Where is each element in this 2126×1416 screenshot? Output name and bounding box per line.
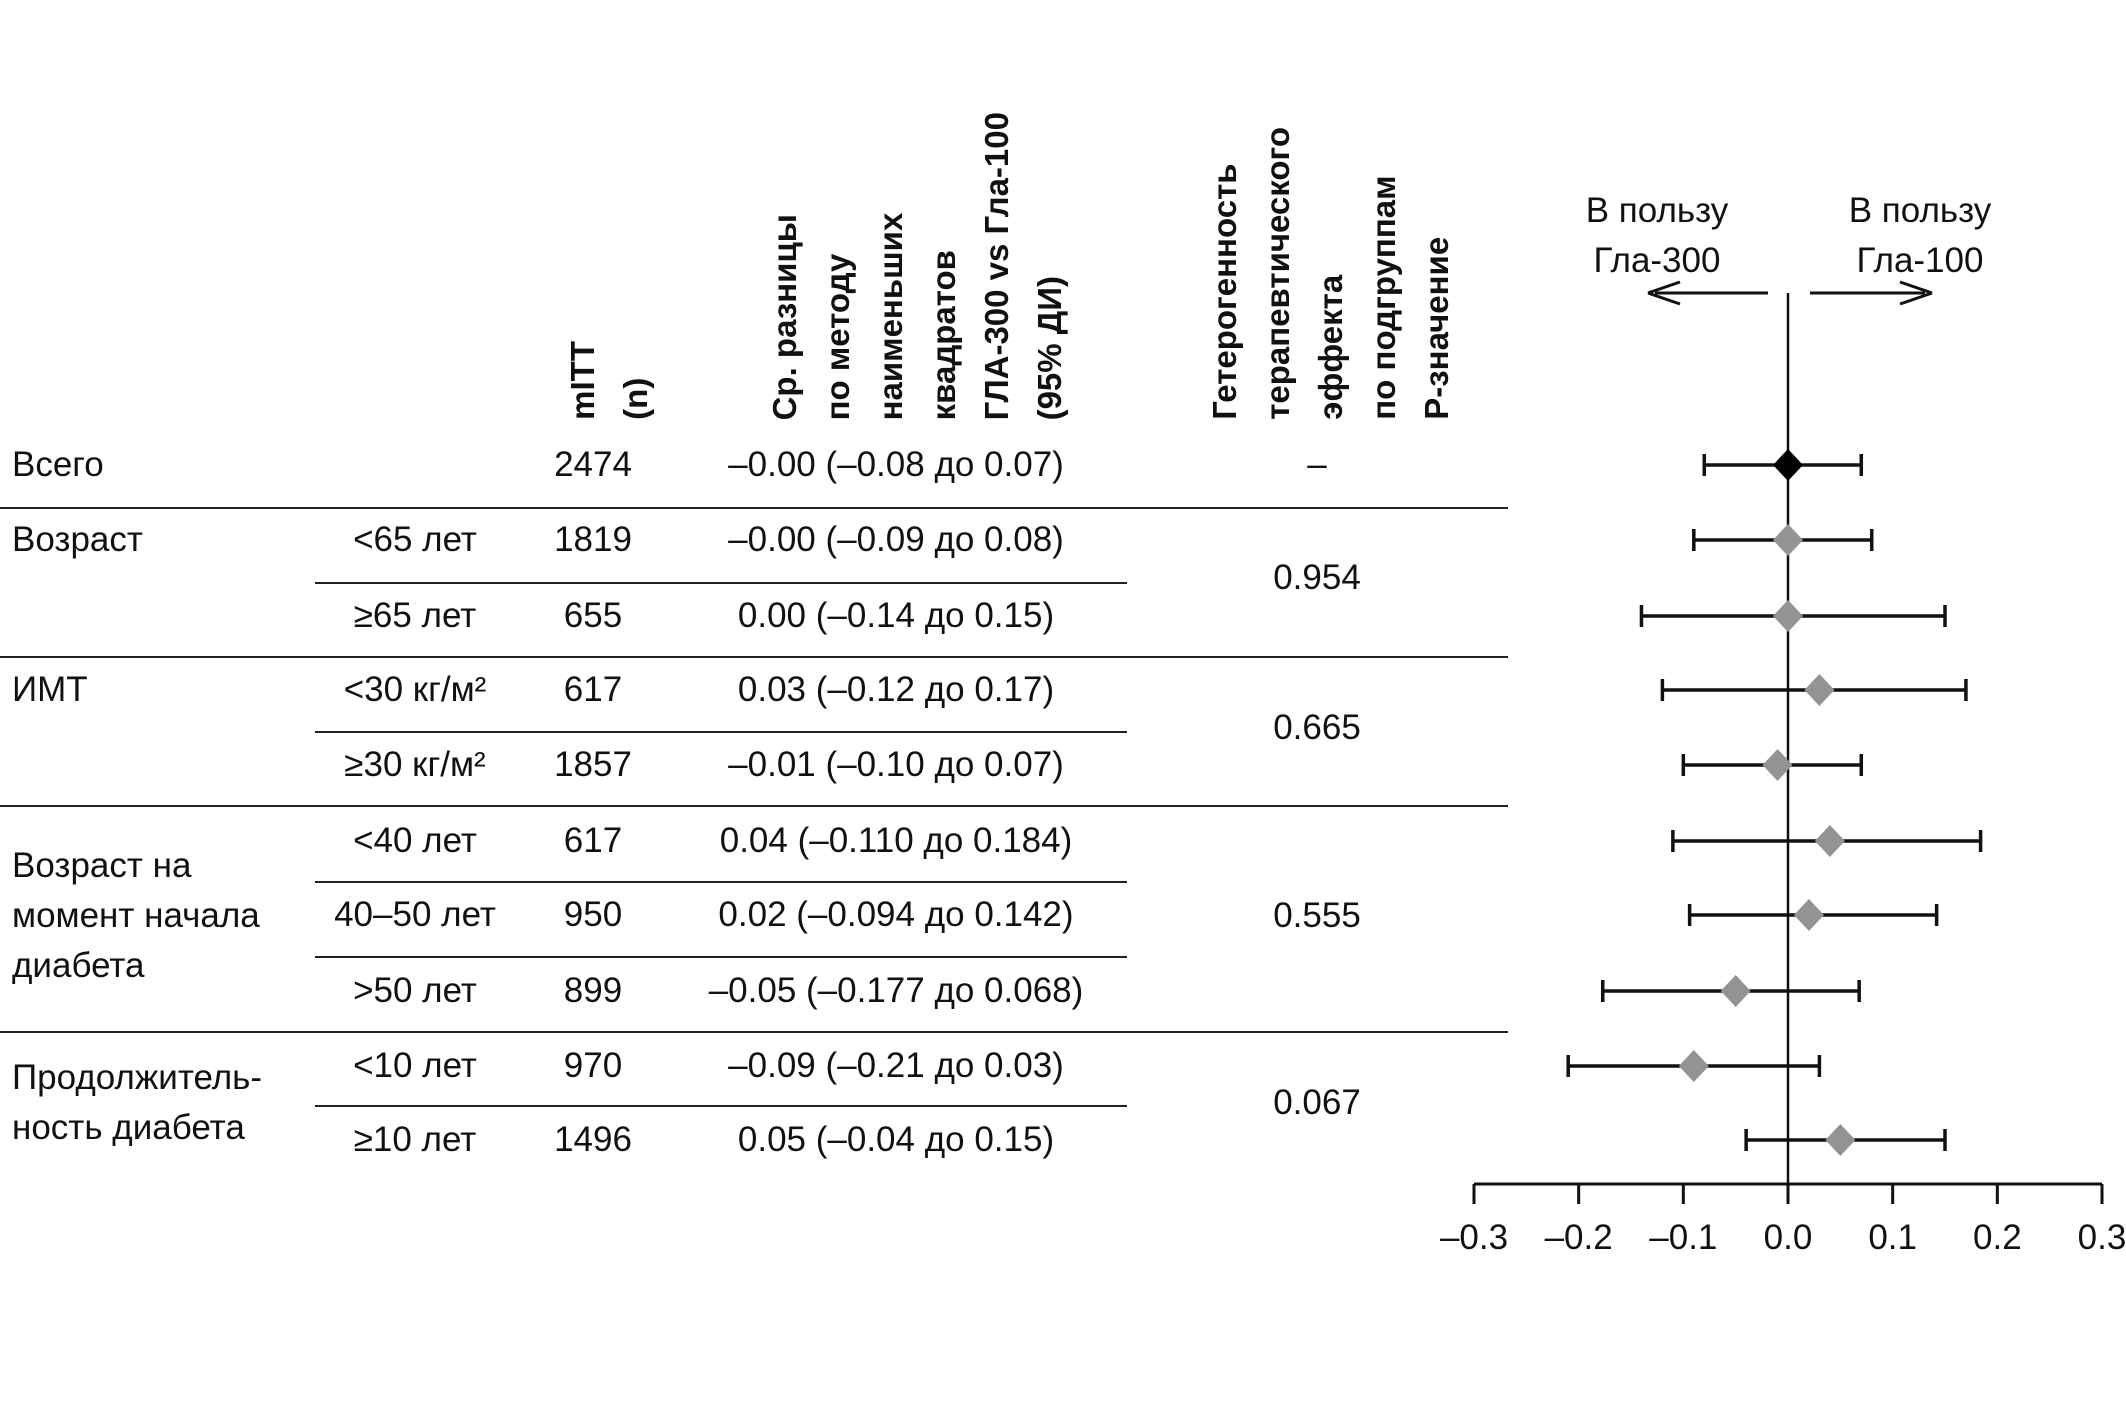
n-value: 617 (563, 821, 623, 860)
subgroup-label: >50 лет (353, 971, 477, 1010)
row-divider (0, 1031, 1508, 1033)
n-value: 655 (563, 596, 623, 635)
direction-label: Гла-300 (1594, 241, 1721, 280)
row-divider (0, 656, 1508, 658)
p-value: – (1307, 445, 1327, 484)
ci-value: –0.00 (–0.09 до 0.08) (728, 520, 1064, 559)
x-tick-label: 0.2 (1973, 1218, 2022, 1257)
ci-value: –0.09 (–0.21 до 0.03) (728, 1046, 1064, 1085)
ci-value: 0.04 (–0.110 до 0.184) (719, 821, 1073, 860)
x-tick-label: –0.1 (1649, 1218, 1717, 1257)
x-tick-label: 0.1 (1868, 1218, 1917, 1257)
ci-value: –0.00 (–0.08 до 0.07) (728, 445, 1064, 484)
x-tick-label: –0.2 (1545, 1218, 1613, 1257)
right-arrow-head (1899, 280, 1933, 306)
n-value: 2474 (554, 445, 632, 484)
n-value: 617 (563, 670, 623, 709)
group-label: Возраст на момент начала диабета (12, 846, 260, 985)
point-estimate-diamond (1720, 975, 1751, 1007)
row-divider (315, 881, 1127, 883)
direction-label: В пользу (1586, 191, 1729, 230)
x-tick-label: –0.3 (1440, 1218, 1508, 1257)
point-estimate-diamond (1793, 899, 1824, 931)
direction-label: Гла-100 (1857, 241, 1984, 280)
point-estimate-diamond (1825, 1124, 1856, 1156)
row-divider (315, 731, 1127, 733)
direction-label: В пользу (1849, 191, 1992, 230)
left-arrow-head (1647, 280, 1681, 306)
point-estimate-diamond (1773, 524, 1803, 556)
n-value: 899 (563, 971, 623, 1010)
group-label: Продолжитель- ность диабета (12, 1058, 263, 1147)
ci-value: –0.05 (–0.177 до 0.068) (708, 971, 1084, 1010)
n-value: 1819 (554, 520, 632, 559)
group-label: ИМТ (12, 670, 88, 709)
group-label: Всего (12, 445, 104, 484)
n-value: 1496 (554, 1120, 632, 1159)
subgroup-label: ≥65 лет (353, 596, 477, 635)
subgroup-label: <10 лет (353, 1046, 477, 1085)
ci-value: –0.01 (–0.10 до 0.07) (728, 745, 1064, 784)
subgroup-label: ≥10 лет (353, 1120, 477, 1159)
point-estimate-diamond (1773, 600, 1803, 632)
subgroup-label: <65 лет (353, 520, 477, 559)
p-value: 0.954 (1273, 558, 1361, 597)
row-divider (315, 582, 1127, 584)
subgroup-label: <40 лет (353, 821, 477, 860)
point-estimate-diamond (1773, 449, 1803, 481)
subgroup-label: ≥30 кг/м² (344, 745, 486, 784)
row-divider (315, 1105, 1127, 1107)
n-value: 950 (563, 895, 623, 934)
x-tick-label: 0.0 (1764, 1218, 1813, 1257)
ci-value: 0.05 (–0.04 до 0.15) (737, 1120, 1055, 1159)
ci-value: 0.03 (–0.12 до 0.17) (737, 670, 1055, 709)
p-value: 0.555 (1273, 896, 1361, 935)
row-divider (315, 956, 1127, 958)
row-divider (0, 805, 1508, 807)
point-estimate-diamond (1814, 825, 1845, 857)
point-estimate-diamond (1762, 749, 1793, 781)
group-label: Возраст (12, 520, 143, 559)
n-value: 970 (563, 1046, 623, 1085)
p-value: 0.665 (1273, 708, 1361, 747)
point-estimate-diamond (1678, 1050, 1709, 1082)
ci-value: 0.02 (–0.094 до 0.142) (718, 895, 1074, 934)
ci-value: 0.00 (–0.14 до 0.15) (737, 596, 1055, 635)
subgroup-label: <30 кг/м² (343, 670, 487, 709)
row-divider (0, 507, 1508, 509)
point-estimate-diamond (1804, 674, 1835, 706)
x-tick-label: 0.3 (2078, 1218, 2126, 1257)
n-value: 1857 (554, 745, 632, 784)
p-value: 0.067 (1273, 1083, 1361, 1122)
subgroup-label: 40–50 лет (334, 895, 496, 934)
